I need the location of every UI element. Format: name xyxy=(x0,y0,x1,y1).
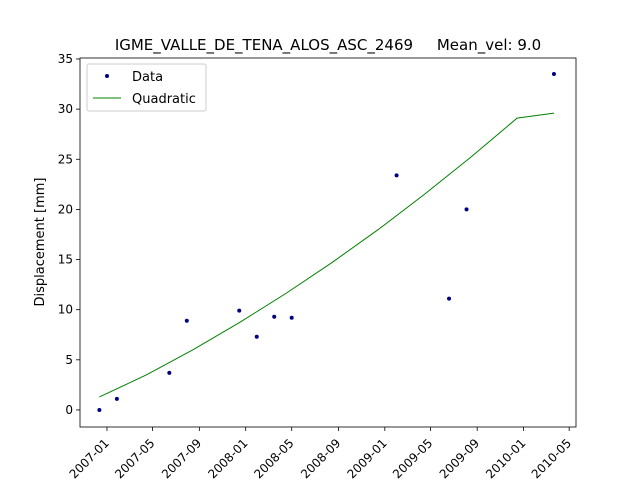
data-point xyxy=(447,296,452,301)
chart-title: IGME_VALLE_DE_TENA_ALOS_ASC_2469 Mean_ve… xyxy=(115,36,541,55)
data-point xyxy=(394,173,399,178)
x-tick-label: 2008-01 xyxy=(205,436,250,480)
legend: Data Quadratic xyxy=(86,63,207,112)
x-tick-label: 2007-05 xyxy=(112,436,157,480)
data-point xyxy=(97,407,102,412)
y-tick-label: 15 xyxy=(58,253,73,267)
data-point xyxy=(289,315,294,320)
data-point xyxy=(184,318,189,323)
plot-data-layer xyxy=(97,72,556,412)
legend-data-marker xyxy=(105,74,109,78)
x-tick-label: 2008-05 xyxy=(251,436,296,480)
data-point xyxy=(464,207,469,212)
y-tick-label: 10 xyxy=(58,303,73,317)
data-point xyxy=(254,334,259,339)
x-tick-label: 2009-09 xyxy=(437,436,482,480)
data-point xyxy=(272,314,277,319)
plot-area-frame xyxy=(79,57,577,428)
y-tick-label: 0 xyxy=(65,403,73,417)
x-tick-label: 2010-05 xyxy=(529,436,574,480)
y-tick-label: 30 xyxy=(58,102,73,116)
x-tick-label: 2007-09 xyxy=(159,436,204,480)
y-tick-label: 35 xyxy=(58,52,73,66)
legend-frame xyxy=(86,63,207,112)
x-tick-label: 2009-05 xyxy=(390,436,435,480)
y-tick-label: 25 xyxy=(58,152,73,166)
x-tick-label: 2008-09 xyxy=(298,436,343,480)
y-tick-label: 5 xyxy=(65,353,73,367)
x-tick-label: 2007-01 xyxy=(67,436,112,480)
data-point xyxy=(167,370,172,375)
data-point xyxy=(237,308,242,313)
data-point xyxy=(114,396,119,401)
legend-quadratic-label: Quadratic xyxy=(132,92,196,107)
y-tick-label: 20 xyxy=(58,202,73,216)
x-tick-label: 2010-01 xyxy=(483,436,528,480)
x-tick-label: 2009-01 xyxy=(344,436,389,480)
y-axis-label: Displacement [mm] xyxy=(33,178,48,307)
legend-data-label: Data xyxy=(132,70,163,85)
data-point xyxy=(551,72,556,77)
quadratic-fit-line xyxy=(99,112,555,398)
